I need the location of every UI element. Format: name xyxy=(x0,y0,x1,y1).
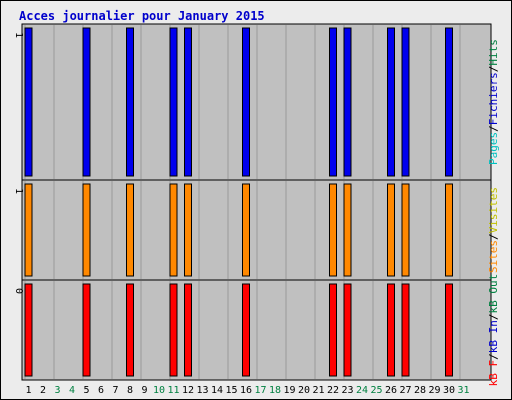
day-label-15: 15 xyxy=(225,385,237,396)
day-label-29: 29 xyxy=(428,385,440,396)
bar-kb-f-day-1 xyxy=(24,283,33,377)
bar-sites-day-8 xyxy=(126,183,134,277)
day-label-28: 28 xyxy=(414,385,426,396)
bar-kb-f-day-22 xyxy=(329,283,337,377)
bar-kb-f-day-11 xyxy=(169,283,178,377)
day-label-30: 30 xyxy=(443,385,455,396)
bar-sites-day-30 xyxy=(445,183,453,277)
legend-part: / xyxy=(487,233,500,240)
bar-hits-day-22 xyxy=(329,27,337,177)
day-label-6: 6 xyxy=(98,385,104,396)
bar-sites-day-12 xyxy=(184,183,192,277)
day-label-13: 13 xyxy=(196,385,208,396)
day-label-25: 25 xyxy=(370,385,382,396)
bar-sites-day-11 xyxy=(169,183,178,277)
legend-part: / xyxy=(487,66,500,73)
day-label-26: 26 xyxy=(385,385,397,396)
legend-part: kB Out xyxy=(487,274,500,314)
day-label-22: 22 xyxy=(327,385,339,396)
bar-kb-f-day-8 xyxy=(126,283,134,377)
day-label-4: 4 xyxy=(69,385,75,396)
legend-part: kB F xyxy=(487,360,500,387)
x-axis-day-labels: 1 2 3 4 5 6 7 8 9 10 11 12 13 14 15 16 17 18 19 20 21 22 23 24 2… xyxy=(25,385,469,396)
day-label-23: 23 xyxy=(341,385,353,396)
day-label-10: 10 xyxy=(153,385,165,396)
day-label-16: 16 xyxy=(240,385,252,396)
legend-part: / xyxy=(487,353,500,360)
bar-kb-f-day-5 xyxy=(82,283,91,377)
legend-part: Sites xyxy=(487,240,500,273)
day-label-20: 20 xyxy=(298,385,310,396)
legend-part: Visites xyxy=(487,187,500,233)
bar-hits-day-8 xyxy=(126,27,134,177)
chart-panels: 1 1 0 xyxy=(13,23,492,381)
legend-part: Fichiers xyxy=(487,72,500,125)
panel-2: 0 xyxy=(13,279,492,381)
bar-kb-f-day-12 xyxy=(184,283,192,377)
day-label-2: 2 xyxy=(40,385,46,396)
legend-bottom: kB F/kB In/kB Out xyxy=(487,274,500,387)
day-label-14: 14 xyxy=(211,385,223,396)
bar-kb-f-day-27 xyxy=(401,283,410,377)
panel-0: 1 xyxy=(13,23,492,181)
bar-kb-f-day-30 xyxy=(445,283,453,377)
legend-part: Hits xyxy=(487,39,500,66)
y-max-label: 1 xyxy=(13,32,24,38)
bar-sites-day-22 xyxy=(329,183,337,277)
bar-sites-day-27 xyxy=(401,183,410,277)
day-label-24: 24 xyxy=(356,385,368,396)
day-label-27: 27 xyxy=(399,385,411,396)
day-label-9: 9 xyxy=(141,385,147,396)
day-label-7: 7 xyxy=(112,385,118,396)
bar-sites-day-26 xyxy=(387,183,395,277)
legend-part: Pages xyxy=(487,132,500,165)
day-label-1: 1 xyxy=(25,385,31,396)
bar-hits-day-11 xyxy=(169,27,178,177)
y-max-label: 1 xyxy=(13,188,24,194)
day-label-5: 5 xyxy=(83,385,89,396)
bar-kb-f-day-23 xyxy=(343,283,352,377)
day-label-3: 3 xyxy=(54,385,60,396)
day-label-17: 17 xyxy=(254,385,266,396)
bar-hits-day-1 xyxy=(24,27,33,177)
legend-middle: Sites/Visites xyxy=(487,187,500,273)
day-label-8: 8 xyxy=(127,385,133,396)
day-label-19: 19 xyxy=(283,385,295,396)
bar-hits-day-5 xyxy=(82,27,91,177)
legend-part: / xyxy=(487,125,500,132)
bar-sites-day-23 xyxy=(343,183,352,277)
day-label-11: 11 xyxy=(167,385,179,396)
day-label-31: 31 xyxy=(457,385,469,396)
panel-1: 1 xyxy=(13,179,492,281)
bar-sites-day-5 xyxy=(82,183,91,277)
bar-hits-day-23 xyxy=(343,27,352,177)
bar-kb-f-day-16 xyxy=(242,283,250,377)
bar-hits-day-26 xyxy=(387,27,395,177)
day-label-21: 21 xyxy=(312,385,324,396)
bar-hits-day-12 xyxy=(184,27,192,177)
bar-kb-f-day-26 xyxy=(387,283,395,377)
day-label-18: 18 xyxy=(269,385,281,396)
bar-sites-day-16 xyxy=(242,183,250,277)
bar-hits-day-16 xyxy=(242,27,250,177)
legend-top: Pages/Fichiers/Hits xyxy=(487,39,500,165)
chart-title: Acces journalier pour January 2015 xyxy=(19,9,265,23)
bar-sites-day-1 xyxy=(24,183,33,277)
day-label-12: 12 xyxy=(182,385,194,396)
y-max-label: 0 xyxy=(13,288,24,294)
legend-part: kB In xyxy=(487,320,500,353)
bar-hits-day-27 xyxy=(401,27,410,177)
legend-part: / xyxy=(487,313,500,320)
bar-hits-day-30 xyxy=(445,27,453,177)
